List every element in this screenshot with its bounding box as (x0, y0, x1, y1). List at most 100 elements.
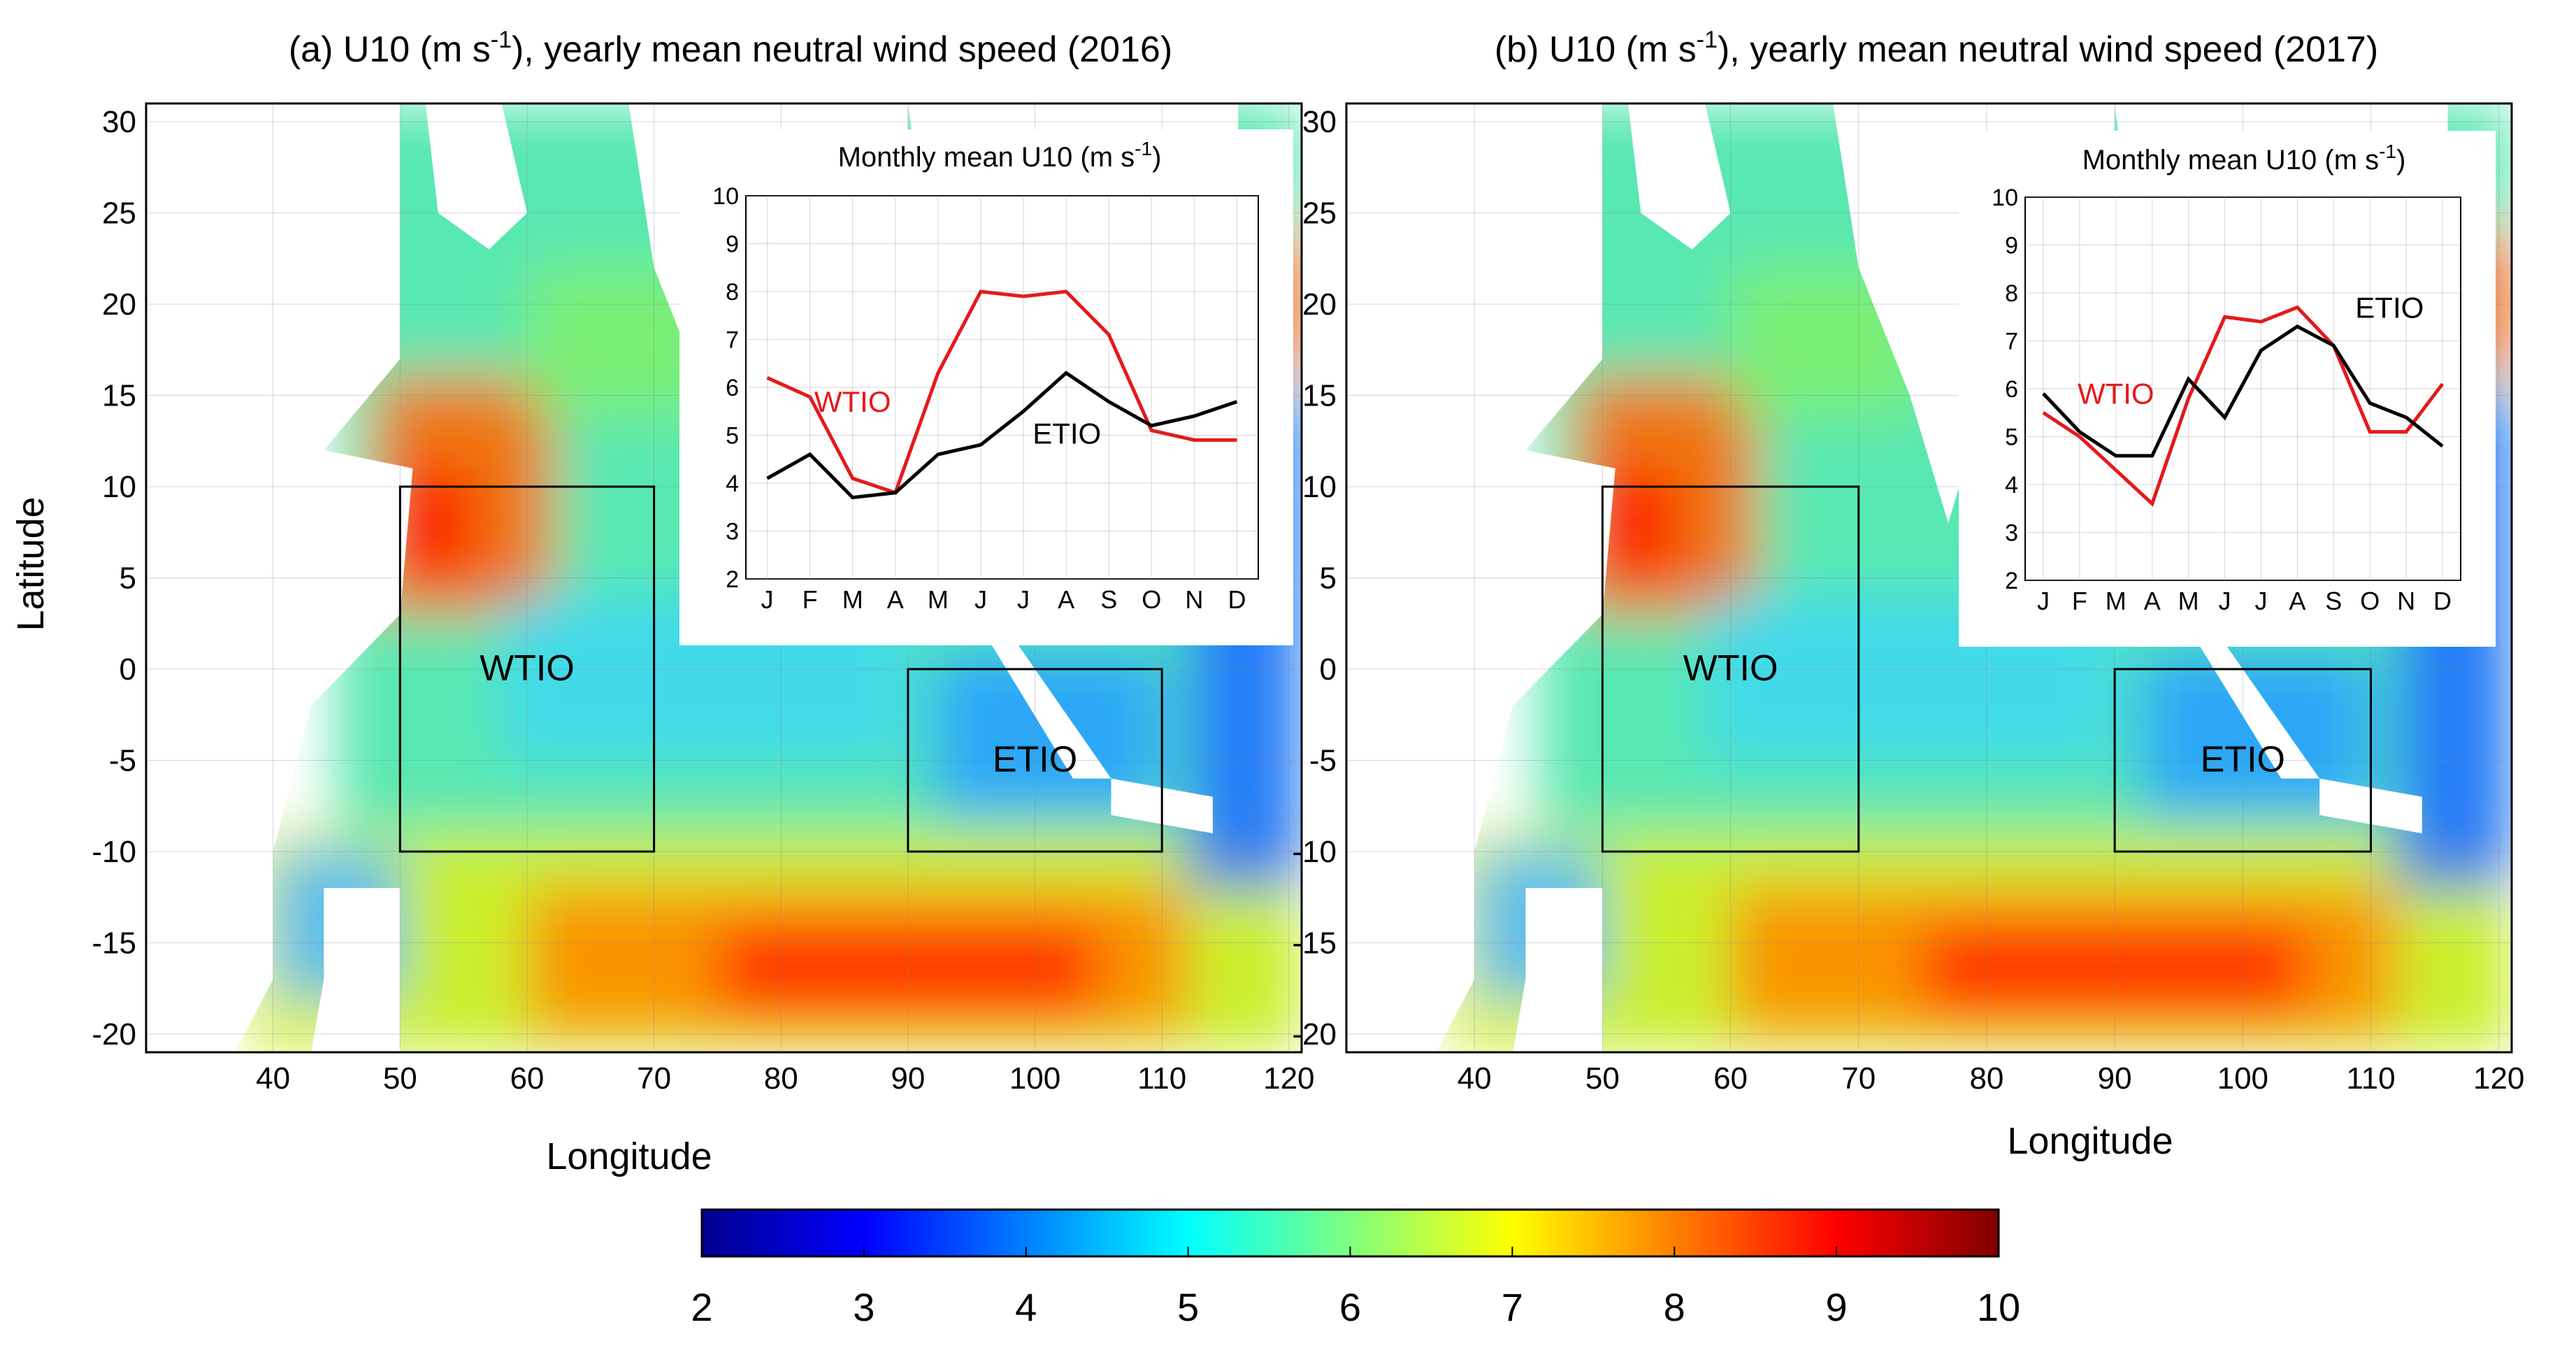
x-tick-label: 40 (256, 1061, 290, 1096)
land-madagascar (311, 888, 401, 1052)
y-tick-label: -20 (1292, 1017, 1337, 1052)
colorbar-tick-label: 5 (1177, 1285, 1199, 1329)
inset-y-tick-label: 8 (726, 279, 739, 306)
inset-x-tick-label: J (974, 585, 987, 614)
region-box-wtio (1601, 485, 1860, 853)
inset-y-tick-label: 3 (726, 519, 739, 545)
series-line-etio (2042, 324, 2444, 458)
inset-y-tick-label: 8 (2005, 280, 2018, 307)
x-tick-label: 50 (383, 1061, 417, 1096)
x-tick-label: 100 (1009, 1061, 1060, 1096)
inset-x-tick-label: M (2178, 587, 2199, 615)
inset-x-tick-label: D (2433, 587, 2452, 615)
inset-x-tick-label: J (2254, 587, 2267, 615)
region-label-wtio: WTIO (480, 648, 575, 689)
region-label-etio: ETIO (2201, 739, 2285, 780)
inset-x-tick-label: O (1142, 585, 1161, 614)
y-tick-label: 25 (1302, 196, 1337, 231)
inset-x-tick-label: M (928, 585, 949, 614)
inset-title-main: Monthly mean U10 (m s (2082, 145, 2380, 175)
inset-title-tail: ) (2396, 145, 2405, 175)
land-africa-west (146, 103, 185, 1052)
land-sumatra (2178, 578, 2320, 779)
panel-title-main: (a) U10 (m s (289, 29, 491, 70)
y-tick-label: -5 (1309, 743, 1337, 777)
region-box-etio (907, 668, 1163, 853)
series-label-etio: ETIO (1032, 417, 1101, 450)
inset-y-tick-label: 4 (726, 471, 739, 497)
colorbar-tick-label: 2 (691, 1285, 712, 1329)
inset-y-tick-label: 7 (726, 327, 739, 354)
map-frame (145, 102, 1303, 1054)
inset-y-tick-label: 9 (726, 231, 739, 258)
region-label-wtio: WTIO (1683, 648, 1778, 689)
colorbar-tick-label: 4 (1015, 1285, 1037, 1329)
panel-title-main: (b) U10 (m s (1495, 29, 1697, 70)
y-tick-label: 10 (102, 470, 136, 504)
region-label-etio: ETIO (993, 739, 1077, 780)
land-arabia (425, 103, 527, 250)
region-box-etio (2113, 668, 2372, 853)
y-tick-label: 5 (1320, 561, 1337, 596)
y-tick-label: -15 (1292, 926, 1337, 960)
x-tick-label: 40 (1458, 1061, 1492, 1096)
inset-title-main: Monthly mean U10 (m s (838, 142, 1135, 173)
inset-x-tick-label: A (1058, 585, 1074, 614)
inset-x-tick-label: S (2325, 587, 2342, 615)
y-tick-label: -15 (92, 926, 136, 960)
colorbar-tick-label: 9 (1826, 1285, 1848, 1329)
panel-title-sup: -1 (491, 27, 512, 53)
inset-frame (2024, 196, 2461, 581)
inset-y-tick-label: 5 (2005, 424, 2018, 451)
inset-x-tick-label: M (2106, 587, 2127, 615)
colorbar-tick-label: 3 (853, 1285, 875, 1329)
x-tick-label: 60 (1713, 1061, 1748, 1096)
x-tick-label: 90 (891, 1061, 925, 1096)
land-madagascar (1513, 888, 1603, 1052)
x-tick-label: 70 (1841, 1061, 1876, 1096)
inset-y-tick-label: 9 (2005, 233, 2018, 259)
colorbar: 2 3 4 5 6 7 8 9 10 (691, 1208, 2020, 1329)
x-tick-label: 90 (2098, 1061, 2132, 1096)
x-tick-label: 80 (1969, 1061, 2003, 1096)
land-arabia (1628, 103, 1731, 250)
colorbar-tick-label: 6 (1339, 1285, 1361, 1329)
inset-y-tick-label: 4 (2005, 472, 2018, 499)
x-tick-label: 80 (764, 1061, 798, 1096)
y-tick-label: -10 (92, 835, 136, 869)
x-tick-label: 110 (1137, 1061, 1186, 1096)
inset-x-tick-label: F (803, 585, 818, 614)
inset-frame (745, 195, 1259, 580)
colorbar-tick-label: 7 (1502, 1285, 1523, 1329)
y-tick-label: -10 (1292, 835, 1337, 869)
y-tick-label: 15 (102, 379, 136, 413)
panel-b: 40 50 60 70 80 90 100 110 120302520151050-5-10-1… (1292, 27, 2524, 1162)
inset-x-tick-label: S (1100, 585, 1117, 614)
y-tick-label: 0 (1320, 652, 1337, 687)
panel-title-sup: -1 (1697, 27, 1718, 53)
inset-x-tick-label: A (2289, 587, 2305, 615)
y-axis-label: Latitude (10, 496, 52, 631)
inset-y-tick-label: 5 (726, 423, 739, 450)
x-tick-label: 120 (2473, 1061, 2524, 1096)
y-tick-label: 20 (102, 287, 136, 322)
series-label-wtio: WTIO (814, 385, 891, 418)
x-tick-label: 60 (510, 1061, 544, 1096)
inset-y-tick-label: 2 (2005, 568, 2018, 594)
colorbar-tick-label: 8 (1664, 1285, 1685, 1329)
x-tick-label: 50 (1585, 1061, 1620, 1096)
inset-x-tick-label: D (1228, 585, 1246, 614)
land-africa (184, 103, 413, 1052)
inset-y-tick-label: 10 (712, 183, 739, 210)
x-tick-label: 120 (1263, 1061, 1314, 1096)
y-tick-label: 10 (1302, 470, 1337, 504)
panel-title-tail: ), yearly mean neutral wind speed (2017) (1718, 29, 2378, 70)
x-tick-label: 110 (2346, 1061, 2395, 1096)
inset-title-sup: -1 (1135, 138, 1152, 159)
inset-y-tick-label: 6 (726, 375, 739, 401)
series-label-etio: ETIO (2355, 291, 2424, 324)
inset-x-tick-label: J (2037, 587, 2050, 615)
x-tick-label: 100 (2217, 1061, 2268, 1096)
